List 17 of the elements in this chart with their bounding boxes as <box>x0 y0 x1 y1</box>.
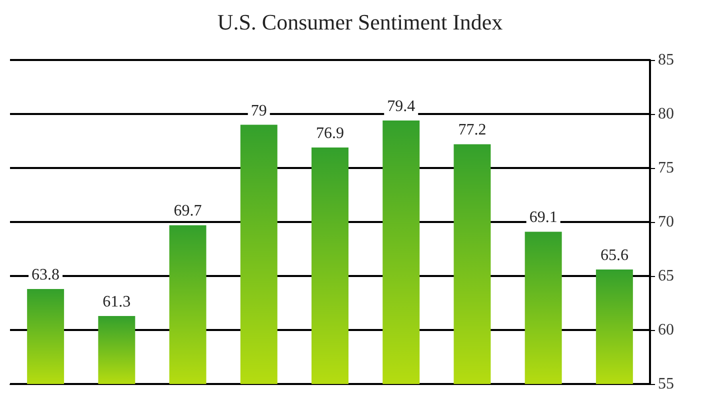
data-label: 69.7 <box>174 202 202 220</box>
data-label: 76.9 <box>316 124 344 142</box>
y-tick-label: 75 <box>658 160 674 176</box>
data-label: 61.3 <box>102 293 131 310</box>
y-tick-label: 60 <box>658 322 674 338</box>
chart-title: U.S. Consumer Sentiment Index <box>217 10 503 34</box>
y-tick-label: 80 <box>658 106 674 122</box>
data-label: 69.1 <box>529 209 558 226</box>
y-tick-label: 65 <box>658 268 674 284</box>
data-label: 79.4 <box>387 98 416 115</box>
y-tick-label: 55 <box>658 376 674 392</box>
data-label: 65.6 <box>600 247 628 264</box>
data-label: 63.8 <box>32 266 60 284</box>
data-label: 79 <box>250 102 267 120</box>
y-tick-label: 70 <box>658 214 674 230</box>
data-label: 77.2 <box>458 122 486 139</box>
y-tick-label: 85 <box>658 52 674 68</box>
